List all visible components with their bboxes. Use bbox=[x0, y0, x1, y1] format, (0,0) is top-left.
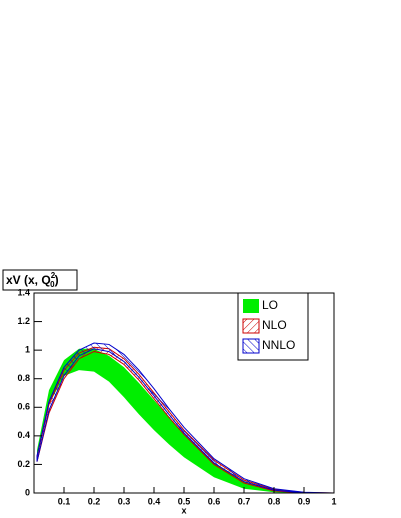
band bbox=[37, 348, 334, 493]
legend-swatch bbox=[243, 299, 259, 313]
chart-title: xV (x, Q2 0) bbox=[6, 271, 59, 289]
x-tick-label: 0.6 bbox=[208, 496, 221, 506]
y-tick-label: 1.2 bbox=[17, 316, 30, 326]
x-tick-label: 0.1 bbox=[58, 496, 71, 506]
x-tick-label: 0.7 bbox=[238, 496, 251, 506]
legend-label: NNLO bbox=[262, 338, 295, 352]
y-tick-label: 0.4 bbox=[17, 430, 30, 440]
legend-label: NLO bbox=[262, 318, 287, 332]
legend-label: LO bbox=[262, 298, 278, 312]
x-axis-label: x bbox=[181, 505, 186, 515]
x-tick-label: 0.8 bbox=[268, 496, 281, 506]
x-tick-label: 0.5 bbox=[178, 496, 191, 506]
plot-frame bbox=[33, 292, 335, 494]
x-tick-label: 0.9 bbox=[298, 496, 311, 506]
y-tick-label: 0 bbox=[25, 487, 30, 497]
x-tick-label: 1 bbox=[331, 496, 336, 506]
y-tick-label: 0.8 bbox=[17, 373, 30, 383]
x-tick-label: 0.2 bbox=[88, 496, 101, 506]
y-tick-label: 0.6 bbox=[17, 402, 30, 412]
x-tick-label: 0.3 bbox=[118, 496, 131, 506]
y-tick-label: 0.2 bbox=[17, 459, 30, 469]
y-tick-label: 1 bbox=[25, 345, 30, 355]
title-box bbox=[2, 269, 78, 291]
y-tick-label: 1.4 bbox=[17, 287, 30, 297]
x-tick-label: 0.4 bbox=[148, 496, 161, 506]
legend-swatch bbox=[242, 338, 260, 354]
legend-swatch bbox=[242, 318, 260, 334]
